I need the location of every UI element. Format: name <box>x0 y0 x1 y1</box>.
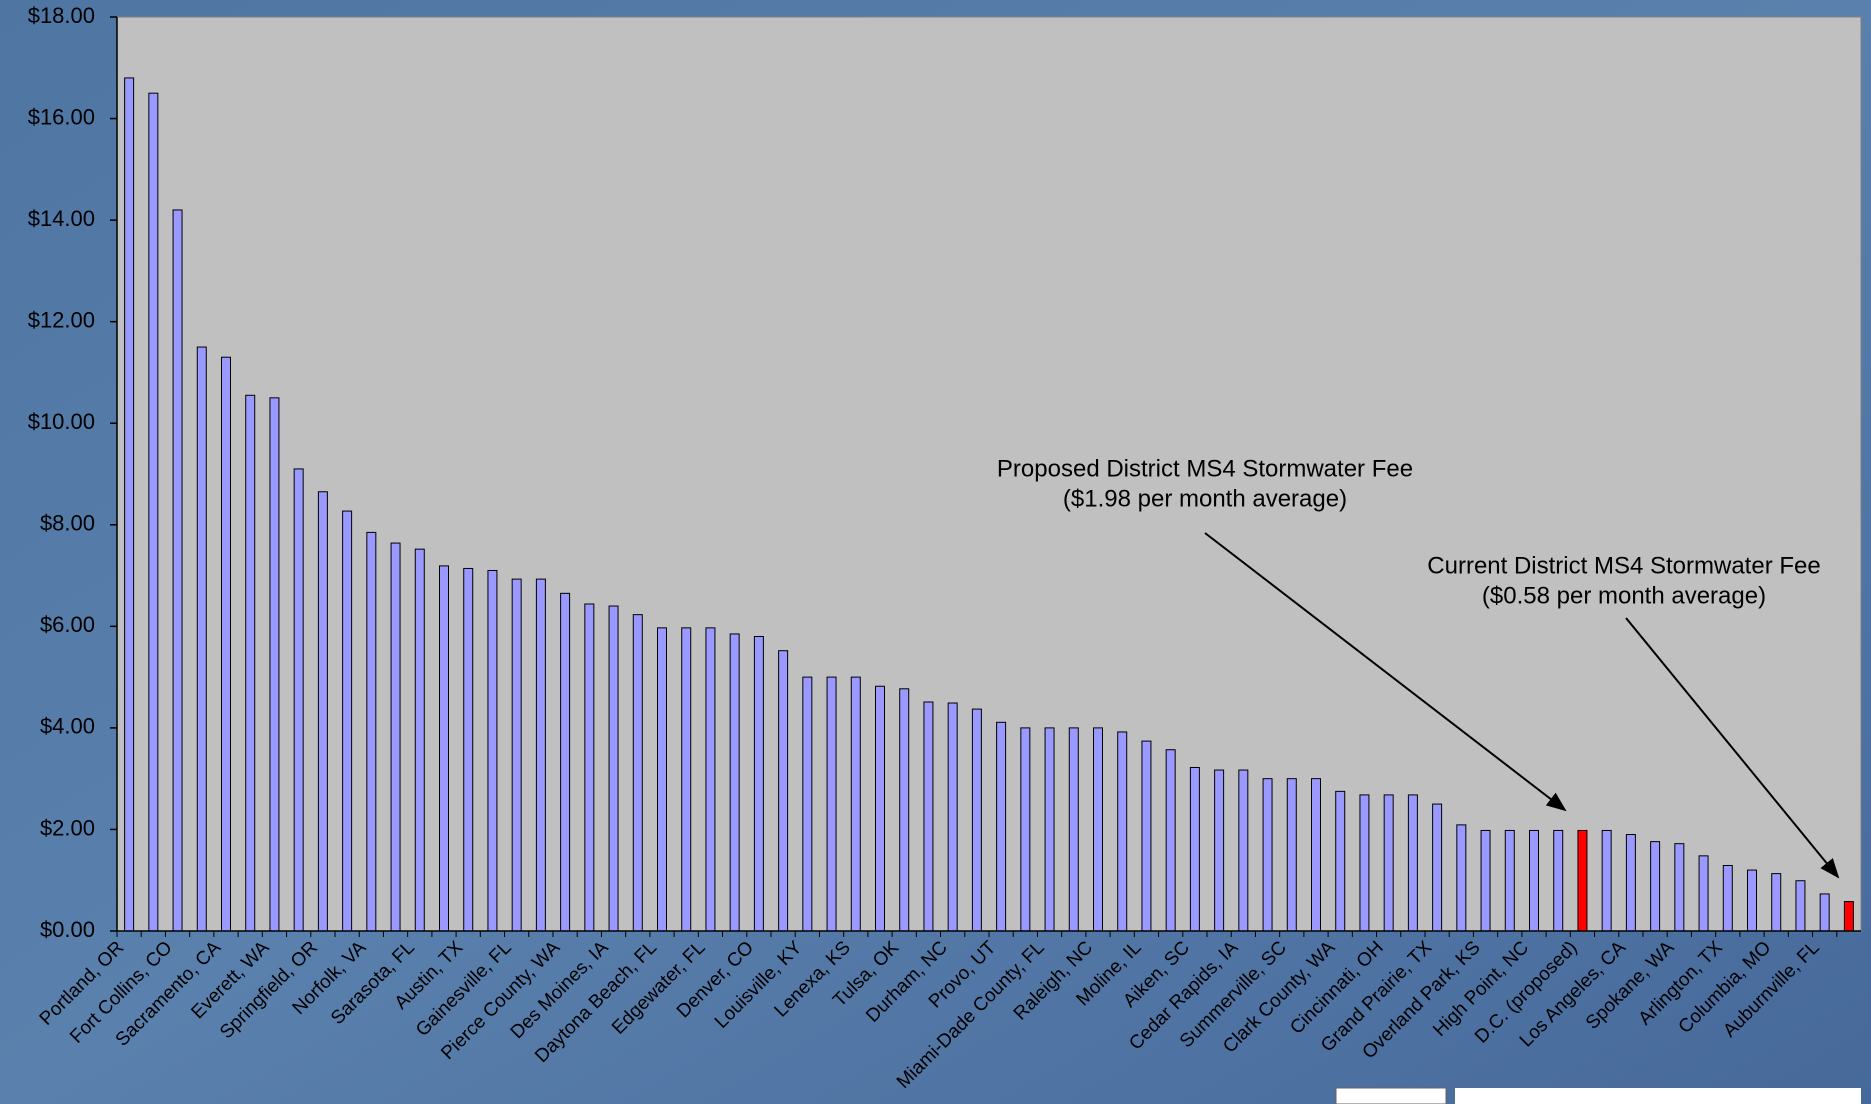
y-tick-label: $10.00 <box>28 409 95 434</box>
bar <box>802 676 813 932</box>
bar <box>463 567 474 932</box>
bar <box>1553 829 1564 932</box>
bar <box>1601 829 1612 932</box>
bar <box>1698 855 1709 932</box>
bar <box>487 569 498 932</box>
annotation: ($0.58 per month average) <box>1482 582 1766 609</box>
bar <box>1214 769 1225 932</box>
logo <box>1455 1088 1861 1104</box>
bar <box>535 578 546 932</box>
y-tick-label: $12.00 <box>28 307 95 332</box>
bar <box>1843 901 1854 932</box>
bar <box>584 603 595 932</box>
bar <box>608 605 619 932</box>
arrow <box>1625 617 1840 879</box>
bar <box>899 688 910 932</box>
bar <box>1044 727 1055 932</box>
bar <box>1189 766 1200 932</box>
bar <box>729 633 740 932</box>
y-tick-label: $8.00 <box>40 511 95 536</box>
bar <box>1674 843 1685 932</box>
y-tick-label: $14.00 <box>28 206 95 231</box>
bar <box>996 721 1007 932</box>
bar <box>148 92 159 932</box>
y-tick-label: $4.00 <box>40 714 95 739</box>
annotation: Proposed District MS4 Stormwater Fee <box>997 455 1413 482</box>
bar <box>1407 794 1418 932</box>
bar <box>245 394 256 932</box>
bar <box>439 565 449 932</box>
bar <box>124 77 135 932</box>
arrow <box>1204 532 1567 812</box>
bar <box>1771 873 1782 932</box>
logo-box <box>1335 1087 1447 1104</box>
bar <box>923 701 934 932</box>
y-tick-label: $0.00 <box>40 917 95 942</box>
bar <box>390 542 401 932</box>
bar <box>1625 834 1636 932</box>
bar <box>1359 794 1370 932</box>
bar <box>196 346 207 932</box>
bar <box>947 702 958 932</box>
bar <box>269 397 280 932</box>
bar <box>850 676 861 932</box>
annotation: Current District MS4 Stormwater Fee <box>1427 552 1820 579</box>
bar <box>366 531 377 932</box>
bar <box>1286 778 1297 932</box>
bar <box>1141 740 1152 932</box>
bar <box>681 627 692 932</box>
y-tick-label: $16.00 <box>28 104 95 129</box>
y-tick-label: $2.00 <box>40 815 95 840</box>
bar <box>1165 749 1176 932</box>
bar <box>1480 829 1491 932</box>
bar <box>1529 829 1539 932</box>
bar <box>1747 869 1757 932</box>
bar <box>1311 778 1321 932</box>
bar <box>632 614 643 932</box>
plot-area <box>116 16 1862 932</box>
bar <box>657 627 667 932</box>
bar <box>511 578 522 932</box>
bar <box>1262 778 1273 932</box>
bar <box>342 510 353 932</box>
bar <box>1504 829 1515 932</box>
bar <box>971 708 982 932</box>
bar <box>293 468 304 932</box>
bar <box>1335 790 1346 932</box>
bar <box>1020 727 1031 932</box>
bar <box>560 592 571 932</box>
bar <box>1577 829 1588 932</box>
bar <box>1432 803 1443 932</box>
bar <box>1093 727 1103 932</box>
bar <box>753 635 764 932</box>
bar <box>221 356 231 932</box>
bar <box>414 548 425 932</box>
bar <box>172 209 183 932</box>
bar <box>1383 794 1394 932</box>
bar <box>778 650 789 932</box>
y-tick-label: $6.00 <box>40 612 95 637</box>
bar <box>1819 893 1830 932</box>
bar <box>1650 841 1661 932</box>
bar <box>1722 864 1733 932</box>
bar <box>317 491 328 932</box>
bar <box>1068 727 1079 932</box>
bar <box>826 676 837 932</box>
annotation: ($1.98 per month average) <box>1063 485 1347 512</box>
bar <box>1238 769 1249 932</box>
y-tick-label: $18.00 <box>28 3 95 28</box>
bar <box>1117 731 1128 932</box>
bar <box>875 685 885 932</box>
bar <box>1456 824 1467 932</box>
bar <box>1795 880 1806 932</box>
bar <box>705 627 716 932</box>
